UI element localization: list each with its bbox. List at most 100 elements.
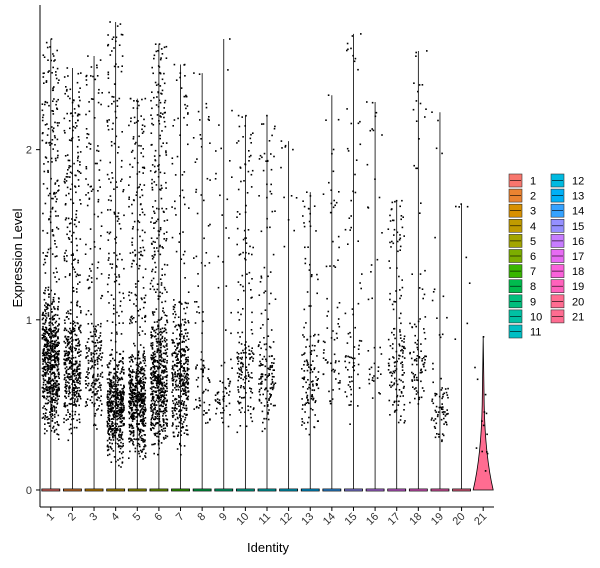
- data-point: [335, 360, 337, 362]
- data-point: [158, 230, 161, 233]
- data-point: [97, 198, 100, 201]
- data-point: [51, 355, 53, 358]
- data-point: [244, 382, 246, 384]
- data-point: [183, 262, 186, 265]
- data-point: [120, 418, 122, 420]
- data-point: [309, 263, 311, 266]
- data-point: [132, 136, 135, 138]
- data-point: [335, 332, 338, 335]
- data-point: [89, 286, 91, 289]
- data-point: [65, 419, 68, 421]
- data-point: [330, 202, 333, 205]
- data-point: [108, 420, 111, 422]
- data-point: [141, 419, 143, 422]
- data-point: [156, 413, 159, 415]
- data-point: [138, 258, 141, 260]
- data-point: [150, 279, 153, 282]
- data-point: [164, 407, 167, 409]
- data-point: [123, 386, 125, 389]
- data-point: [306, 388, 309, 390]
- data-point: [94, 359, 96, 362]
- data-point: [108, 274, 110, 276]
- data-point: [58, 323, 60, 325]
- data-point: [56, 402, 59, 404]
- data-point: [78, 105, 80, 108]
- data-point: [171, 391, 173, 393]
- data-point: [113, 400, 115, 403]
- data-point: [86, 137, 88, 139]
- data-point: [110, 383, 113, 386]
- data-point: [151, 345, 153, 347]
- data-point: [151, 386, 153, 388]
- data-point: [264, 290, 267, 292]
- data-point: [159, 379, 162, 381]
- data-point: [345, 366, 347, 369]
- data-point: [159, 366, 161, 369]
- data-point: [231, 176, 233, 178]
- data-point: [242, 352, 245, 354]
- data-point: [43, 396, 46, 399]
- data-point: [113, 432, 115, 435]
- data-point: [165, 331, 168, 334]
- data-point: [260, 383, 263, 385]
- data-point: [139, 415, 141, 417]
- data-point: [180, 354, 182, 357]
- data-point: [54, 385, 57, 388]
- data-point: [43, 56, 46, 58]
- violin-base-8: [192, 488, 212, 492]
- data-point: [187, 360, 189, 363]
- data-point: [51, 349, 54, 352]
- data-point: [71, 354, 74, 357]
- data-point: [236, 211, 239, 213]
- data-point: [141, 298, 143, 301]
- data-point: [142, 438, 145, 441]
- data-point: [184, 321, 187, 324]
- data-point: [130, 423, 133, 426]
- data-point: [44, 272, 47, 274]
- data-point: [138, 443, 141, 446]
- data-point: [43, 314, 46, 317]
- data-point: [202, 370, 204, 372]
- data-point: [138, 171, 141, 173]
- data-point: [164, 391, 167, 393]
- data-point: [53, 351, 55, 353]
- data-point: [46, 430, 48, 432]
- data-point: [263, 355, 266, 358]
- data-point: [171, 410, 174, 412]
- data-point: [99, 59, 102, 61]
- data-point: [48, 334, 50, 336]
- data-point: [76, 345, 79, 347]
- data-point: [264, 365, 267, 368]
- data-point: [57, 368, 59, 371]
- data-point: [242, 136, 244, 138]
- data-point: [128, 430, 131, 432]
- points-11: [257, 114, 277, 433]
- data-point: [100, 211, 103, 214]
- data-point: [114, 436, 117, 439]
- data-point: [144, 445, 147, 447]
- data-point: [203, 237, 205, 240]
- data-point: [48, 390, 51, 393]
- data-point: [122, 396, 124, 398]
- data-point: [158, 430, 161, 432]
- data-point: [131, 241, 133, 244]
- data-point: [143, 301, 146, 304]
- violin-base-4: [106, 488, 126, 492]
- data-point: [117, 443, 119, 445]
- data-point: [54, 377, 56, 380]
- points-17: [387, 199, 406, 424]
- data-point: [114, 340, 117, 343]
- data-point: [239, 284, 242, 286]
- data-point: [187, 143, 189, 146]
- data-point: [154, 149, 157, 152]
- data-point: [332, 206, 335, 209]
- data-point: [400, 312, 402, 315]
- data-point: [161, 388, 163, 390]
- data-point: [109, 231, 112, 234]
- data-point: [44, 255, 47, 257]
- data-point: [56, 395, 59, 398]
- data-point: [152, 411, 154, 413]
- data-point: [388, 358, 391, 360]
- data-point: [163, 438, 165, 440]
- data-point: [141, 254, 144, 257]
